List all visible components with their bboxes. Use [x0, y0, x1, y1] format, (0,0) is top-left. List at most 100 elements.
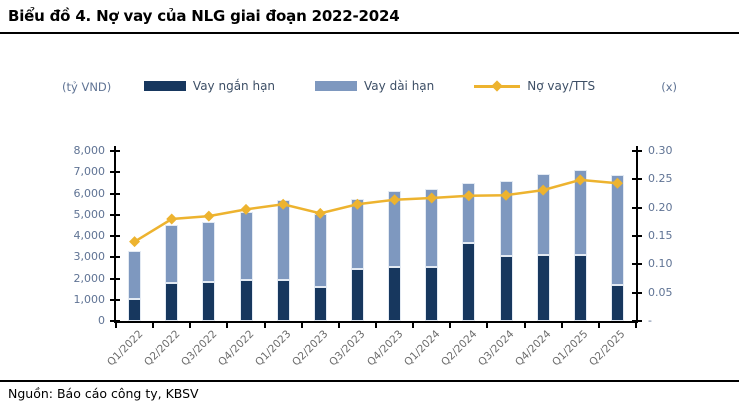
ratio-marker-diamond-icon	[129, 236, 141, 248]
left-y-axis-tick	[110, 298, 120, 301]
bar-segment-long-term-debt	[165, 225, 179, 283]
bar-segment-long-term-debt	[313, 213, 327, 287]
left-y-axis-tick-label: 1,000	[73, 292, 106, 306]
footer-divider	[0, 380, 739, 382]
x-axis-tick	[226, 323, 229, 328]
legend: Vay ngắn hạn Vay dài hạn Nợ vay/TTS	[0, 79, 739, 93]
left-y-axis-tick-label: 3,000	[73, 250, 106, 264]
bar-segment-long-term-debt	[536, 174, 550, 256]
left-y-axis-tick	[110, 320, 120, 322]
right-y-axis-tick	[632, 291, 642, 294]
bar-segment-long-term-debt	[573, 170, 587, 256]
legend-item-debt-ratio: Nợ vay/TTS	[474, 79, 595, 93]
right-y-axis-tick-label: 0.10	[648, 257, 673, 271]
left-axis-unit-label: (tỷ VND)	[62, 80, 112, 94]
left-y-axis-tick	[110, 150, 120, 152]
right-y-axis-tick-label: 0.30	[648, 144, 673, 157]
bar-segment-short-term-debt	[425, 266, 439, 321]
left-y-axis-tick-label: 8,000	[73, 144, 106, 157]
bar-segment-long-term-debt	[239, 211, 253, 280]
legend-label: Vay ngắn hạn	[192, 79, 276, 93]
x-axis-tick	[300, 323, 303, 328]
legend-label: Nợ vay/TTS	[527, 79, 596, 93]
ratio-marker-diamond-icon	[166, 213, 178, 225]
bar-segment-short-term-debt	[202, 281, 216, 321]
right-y-axis-tick-label: -	[648, 314, 652, 327]
right-axis-unit-label: (x)	[661, 80, 677, 94]
left-y-axis-tick	[110, 171, 120, 174]
bar-segment-short-term-debt	[536, 255, 550, 321]
right-y-axis-tick	[632, 235, 642, 237]
legend-item-long-term-debt: Vay dài hạn	[315, 79, 434, 93]
debt-ratio-line-swatch	[474, 80, 521, 92]
right-y-axis-tick	[632, 263, 642, 266]
x-axis-tick	[263, 323, 266, 328]
right-y-axis-tick-label: 0.20	[648, 200, 673, 214]
long-term-debt-swatch	[315, 81, 358, 91]
left-y-axis-line	[114, 146, 116, 323]
right-y-axis-tick	[632, 206, 642, 209]
right-y-axis-tick-label: 0.25	[648, 172, 673, 186]
left-y-axis-tick-label: 4,000	[73, 229, 106, 242]
right-y-axis-tick	[632, 178, 642, 181]
bar-segment-short-term-debt	[350, 268, 364, 321]
bar-segment-short-term-debt	[165, 282, 179, 321]
x-axis-tick	[560, 323, 563, 328]
left-y-axis-tick	[110, 256, 120, 259]
bar-segment-short-term-debt	[313, 287, 327, 321]
source-note: Nguồn: Báo cáo công ty, KBSV	[8, 386, 199, 401]
x-axis-tick	[189, 323, 192, 328]
right-y-axis-tick	[632, 150, 642, 152]
bar-segment-long-term-debt	[128, 250, 142, 299]
left-y-axis-tick	[110, 235, 120, 237]
bar-segment-long-term-debt	[425, 189, 439, 267]
x-axis-tick	[449, 323, 452, 328]
left-y-axis-tick-label: 5,000	[73, 207, 106, 221]
legend-label: Vay dài hạn	[364, 79, 435, 93]
right-y-axis-line	[636, 146, 638, 323]
left-y-axis-tick-label: 6,000	[73, 186, 106, 200]
bar-segment-long-term-debt	[276, 199, 290, 280]
title-divider	[0, 32, 739, 34]
bar-segment-short-term-debt	[276, 279, 290, 321]
bar-segment-long-term-debt	[350, 198, 364, 269]
bar-segment-long-term-debt	[388, 191, 402, 267]
left-y-axis-tick-label: 7,000	[73, 165, 106, 179]
bar-segment-short-term-debt	[573, 255, 587, 321]
right-y-axis-tick-label: 0.05	[648, 285, 673, 299]
x-axis-tick	[486, 323, 489, 328]
bar-segment-short-term-debt	[388, 266, 402, 321]
bar-segment-long-term-debt	[499, 180, 513, 257]
bar-segment-long-term-debt	[202, 222, 216, 282]
x-axis-tick	[115, 323, 117, 328]
left-y-axis-tick	[110, 213, 120, 216]
right-y-axis-tick-label: 0.15	[648, 229, 673, 242]
x-axis-tick	[635, 323, 637, 328]
bar-segment-long-term-debt	[462, 182, 476, 244]
legend-item-short-term-debt: Vay ngắn hạn	[143, 79, 276, 93]
bar-segment-short-term-debt	[239, 279, 253, 321]
x-axis-tick	[337, 323, 340, 328]
short-term-debt-swatch	[143, 81, 186, 91]
left-y-axis-tick-label: 0	[98, 314, 105, 327]
bar-segment-short-term-debt	[610, 284, 624, 321]
x-axis-tick	[152, 323, 155, 328]
legend-row: (tỷ VND) Vay ngắn hạn Vay dài hạn Nợ vay…	[0, 79, 739, 97]
right-y-axis-tick	[632, 320, 642, 322]
x-axis-tick	[597, 323, 600, 328]
left-y-axis-tick	[110, 277, 120, 280]
x-axis-tick	[375, 323, 377, 328]
left-y-axis-tick	[110, 192, 120, 195]
x-axis-line	[114, 321, 638, 323]
ratio-marker-diamond-icon	[203, 210, 215, 222]
x-axis-tick	[412, 323, 415, 328]
bar-segment-short-term-debt	[499, 256, 513, 321]
x-axis-tick	[523, 323, 526, 328]
bar-segment-short-term-debt	[462, 243, 476, 321]
left-y-axis-tick-label: 2,000	[73, 271, 106, 285]
bar-segment-long-term-debt	[610, 175, 624, 285]
bar-segment-short-term-debt	[128, 298, 142, 321]
